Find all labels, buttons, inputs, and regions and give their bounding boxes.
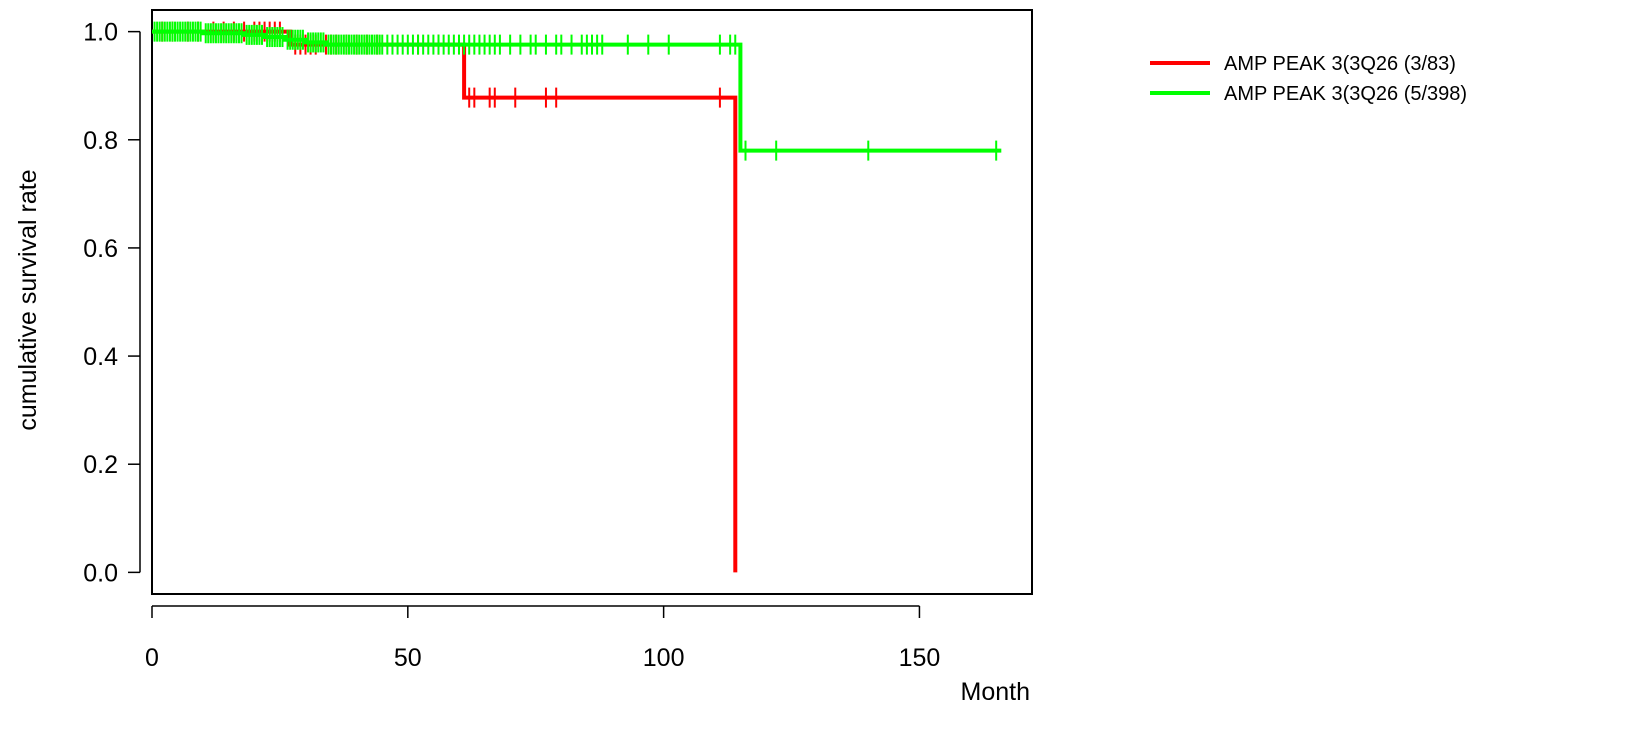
y-tick-label: 0.6: [83, 235, 118, 263]
plot-frame: [151, 9, 1033, 595]
x-tick-label: 0: [145, 644, 159, 672]
y-tick-label: 0.8: [83, 127, 118, 155]
x-tick-label: 50: [394, 644, 422, 672]
series-2: [152, 21, 1002, 161]
legend: AMP PEAK 3(3Q26 (3/83) AMP PEAK 3(3Q26 (…: [1150, 53, 1467, 105]
y-tick-label: 1.0: [83, 19, 118, 47]
legend-item-2: AMP PEAK 3(3Q26 (5/398): [1150, 83, 1467, 105]
legend-item-1: AMP PEAK 3(3Q26 (3/83): [1150, 53, 1456, 75]
y-axis: 0.0 0.2 0.4 0.6 0.8 1.0: [83, 19, 141, 587]
legend-label-1: AMP PEAK 3(3Q26 (3/83): [1224, 53, 1456, 75]
y-axis-title: cumulative survival rate: [14, 169, 42, 430]
y-tick-label: 0.4: [83, 343, 118, 371]
x-axis-title: Month: [961, 678, 1030, 706]
series-layer: [152, 21, 1002, 573]
survival-curve-2: [152, 29, 1002, 153]
series-1: [152, 21, 738, 573]
legend-label-2: AMP PEAK 3(3Q26 (5/398): [1224, 83, 1467, 105]
survival-curve-1: [152, 29, 738, 573]
x-tick-label: 150: [899, 644, 941, 672]
x-axis: 0 50 100 150: [145, 605, 941, 672]
x-tick-label: 100: [643, 644, 685, 672]
y-tick-label: 0.2: [83, 451, 118, 479]
y-tick-label: 0.0: [83, 559, 118, 587]
